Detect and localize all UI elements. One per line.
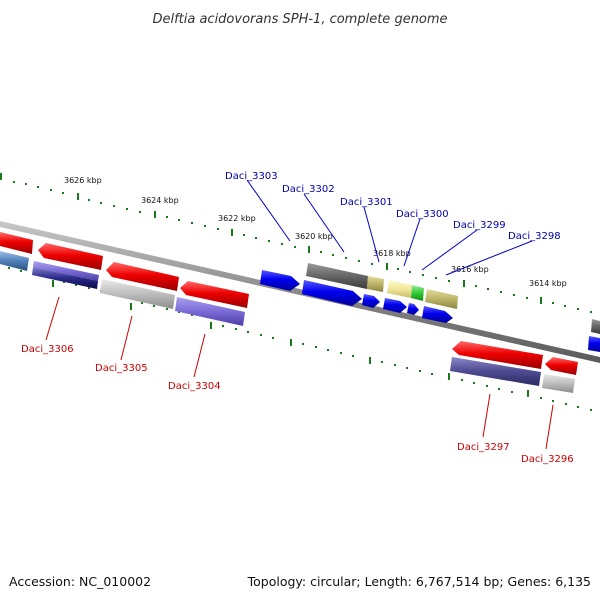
gene-label-daci-3298[interactable]: Daci_3298 xyxy=(508,231,561,242)
gene-daci-3306-category xyxy=(33,261,99,281)
gene-label-daci-3297[interactable]: Daci_3297 xyxy=(457,442,510,453)
reverse-gene-labels: Daci_3306 Daci_3305 Daci_3304 Daci_3297 … xyxy=(21,296,574,465)
gene-daci-3297-arrow xyxy=(452,341,543,369)
gene-label-daci-3305[interactable]: Daci_3305 xyxy=(95,363,148,374)
gene-olive-block xyxy=(367,276,384,292)
gene-daci-3306-arrow xyxy=(38,243,103,270)
gene-daci-3296-category xyxy=(542,374,575,393)
genome-summary-text: Topology: circular; Length: 6,767,514 bp… xyxy=(247,574,591,589)
gene-daci-3299-arrow xyxy=(407,303,419,315)
gene-daci-3297-category xyxy=(450,357,541,386)
gene-label-daci-3299[interactable]: Daci_3299 xyxy=(453,220,506,231)
upper-tick-ring xyxy=(0,173,592,313)
gene-label-daci-3296[interactable]: Daci_3296 xyxy=(521,454,574,465)
tick-label: 3624 kbp xyxy=(141,196,179,205)
left-edge-genes xyxy=(0,232,33,271)
gene-label-daci-3304[interactable]: Daci_3304 xyxy=(168,381,221,392)
gene-daci-3304-category xyxy=(175,297,245,326)
accession-text: Accession: NC_010002 xyxy=(9,574,151,589)
gene-daci-3296-arrow xyxy=(545,357,578,375)
tick-label: 3626 kbp xyxy=(64,176,102,185)
genome-backbone xyxy=(0,221,600,363)
tick-label: 3614 kbp xyxy=(529,279,567,288)
tick-label: 3618 kbp xyxy=(373,249,411,258)
kbp-labels: 3626 kbp 3624 kbp 3622 kbp 3620 kbp 3618… xyxy=(64,176,567,288)
gene-darkgray-block xyxy=(306,263,368,289)
gene-yellow-block xyxy=(387,280,412,298)
forward-strand xyxy=(260,263,600,352)
gene-daci-3304-arrow xyxy=(180,281,249,308)
gene-label-daci-3301[interactable]: Daci_3301 xyxy=(340,197,393,208)
lower-tick-ring xyxy=(8,267,592,411)
gene-partial-blue xyxy=(588,336,600,352)
gene-partial-steel xyxy=(0,251,29,271)
gene-label-daci-3300[interactable]: Daci_3300 xyxy=(396,209,449,220)
gene-partial-red xyxy=(0,232,33,254)
gene-daci-3302-arrow xyxy=(302,280,362,306)
tick-label: 3616 kbp xyxy=(451,265,489,274)
tick-label: 3620 kbp xyxy=(295,232,333,241)
gene-daci-3300-arrow xyxy=(383,298,407,313)
gene-label-daci-3306[interactable]: Daci_3306 xyxy=(21,344,74,355)
gene-label-daci-3303[interactable]: Daci_3303 xyxy=(225,171,278,182)
forward-gene-labels: Daci_3303 Daci_3302 Daci_3301 Daci_3300 … xyxy=(225,171,561,276)
tick-label: 3622 kbp xyxy=(218,214,256,223)
gene-olive-block xyxy=(425,289,458,309)
gene-daci-3298-arrow xyxy=(422,306,453,323)
gene-label-daci-3302[interactable]: Daci_3302 xyxy=(282,184,335,195)
map-title: Delftia acidovorans SPH-1, complete geno… xyxy=(152,12,447,27)
gene-partial-darkgray xyxy=(591,319,600,334)
gene-daci-3306-subcategory xyxy=(32,267,98,289)
gene-daci-3301-arrow xyxy=(362,294,380,308)
reverse-strand xyxy=(32,243,578,393)
gene-daci-3305-category xyxy=(100,279,175,309)
gene-daci-3305-arrow xyxy=(106,262,179,291)
gene-daci-3303-arrow xyxy=(260,270,300,291)
gene-green-block xyxy=(411,285,424,301)
